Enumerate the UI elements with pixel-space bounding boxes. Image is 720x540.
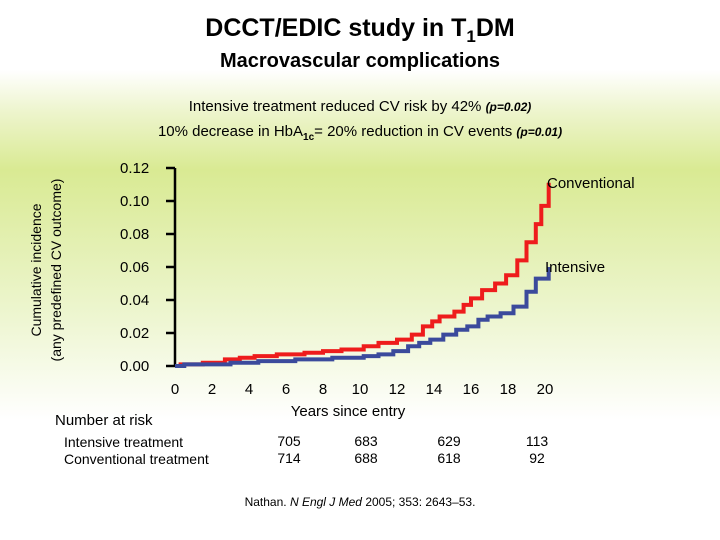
series-line-intensive xyxy=(175,267,551,368)
x-axis-title: Years since entry xyxy=(291,403,406,420)
x-tick-label: 14 xyxy=(426,381,443,398)
citation-journal: N Engl J Med xyxy=(289,495,362,509)
risk-table-heading: Number at risk xyxy=(55,412,153,429)
page-subtitle: Macrovascular complications xyxy=(219,50,501,72)
y-tick-label: 0.06 xyxy=(120,259,149,276)
risk-row-label-intensive: Intensive treatment xyxy=(64,434,184,450)
x-tick-label: 10 xyxy=(352,381,369,398)
x-tick-label: 0 xyxy=(171,381,179,398)
y-tick-label: 0.00 xyxy=(120,358,149,375)
title-subscript: 1 xyxy=(466,27,476,46)
risk-conventional-year-20: 92 xyxy=(529,450,545,466)
title-main: DCCT/EDIC study in T xyxy=(205,14,467,42)
y-tick-label: 0.04 xyxy=(120,292,149,309)
note-line-2: 10% decrease in HbA1c= 20% reduction in … xyxy=(0,123,720,143)
citation-ref: 2005; 353: 2643–53. xyxy=(361,495,476,509)
page-title: DCCT/EDIC study in T1DM xyxy=(0,14,720,47)
citation: Nathan. N Engl J Med 2005; 353: 2643–53. xyxy=(0,495,720,509)
note1-pvalue: (p=0.02) xyxy=(485,100,532,114)
series-line-conventional xyxy=(175,182,551,368)
x-tick-label: 18 xyxy=(500,381,517,398)
risk-intensive-year-6: 705 xyxy=(277,433,301,449)
risk-conventional-year-10: 688 xyxy=(354,450,378,466)
chart-series xyxy=(175,182,551,368)
note2-pvalue: (p=0.01) xyxy=(516,125,563,139)
note2-subscript: 1c xyxy=(303,132,315,143)
note2-text-b: = 20% reduction in CV events xyxy=(314,123,513,140)
risk-intensive-year-20: 113 xyxy=(525,433,549,449)
y-tick-label: 0.08 xyxy=(120,226,149,243)
note2-text-a: 10% decrease in HbA xyxy=(157,123,304,140)
chart-labels: Conventional Intensive xyxy=(545,175,635,276)
series-label-conventional: Conventional xyxy=(547,175,635,192)
note1-text: Intensive treatment reduced CV risk by 4… xyxy=(188,98,482,115)
x-tick-label: 4 xyxy=(245,381,253,398)
x-tick-label: 8 xyxy=(319,381,327,398)
risk-intensive-year-15: 629 xyxy=(437,433,461,449)
x-tick-label: 2 xyxy=(208,381,216,398)
risk-conventional-year-6: 714 xyxy=(277,450,301,466)
x-tick-label: 20 xyxy=(537,381,554,398)
risk-conventional-year-15: 618 xyxy=(437,450,461,466)
x-tick-label: 16 xyxy=(463,381,480,398)
y-tick-label: 0.12 xyxy=(120,160,149,177)
y-tick-label: 0.10 xyxy=(120,193,149,210)
x-tick-label: 6 xyxy=(282,381,290,398)
chart-axes: 0.00 0.02 0.04 0.06 0.08 0.10 0.12 0 2 4 6 8 10 12 14 1… xyxy=(120,160,553,420)
risk-intensive-year-10: 683 xyxy=(354,433,378,449)
series-label-intensive: Intensive xyxy=(545,259,605,276)
title-end: DM xyxy=(475,14,515,42)
citation-author: Nathan. xyxy=(244,495,290,509)
risk-row-label-conventional: Conventional treatment xyxy=(64,451,209,467)
y-tick-label: 0.02 xyxy=(120,325,149,342)
note-line-1: Intensive treatment reduced CV risk by 4… xyxy=(0,98,720,115)
x-tick-label: 12 xyxy=(389,381,406,398)
